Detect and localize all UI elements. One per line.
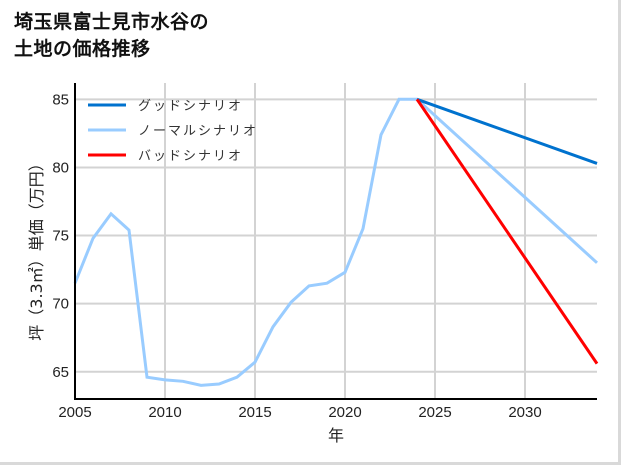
x-tick-label: 2015	[238, 404, 271, 421]
legend-label: ノーマルシナリオ	[138, 124, 258, 139]
y-tick-label: 80	[52, 159, 69, 176]
x-tick-labels: 2005 2010 2015 2020 2025 2030	[58, 404, 541, 421]
grid-lines	[74, 83, 597, 399]
series-line	[416, 97, 598, 165]
x-tick-label: 2020	[328, 404, 361, 421]
y-axis-label: 坪（3.3㎡）単価（万円）	[27, 155, 46, 340]
x-axis-label: 年	[328, 426, 344, 445]
chart-title: 埼玉県富士見市水谷の 土地の価格推移	[14, 9, 209, 63]
y-tick-label: 65	[52, 364, 69, 381]
legend-label: グッドシナリオ	[138, 99, 243, 114]
series-line	[415, 98, 599, 365]
x-tick-label: 2010	[148, 404, 181, 421]
y-tick-label: 75	[52, 228, 69, 245]
y-tick-label: 85	[52, 91, 69, 108]
y-tick-label: 70	[52, 296, 69, 313]
series-lines	[73, 97, 599, 387]
x-tick-label: 2005	[58, 404, 91, 421]
y-tick-labels: 85 80 75 70 65	[52, 91, 69, 380]
x-tick-label: 2030	[508, 404, 541, 421]
series-line	[73, 97, 599, 387]
chart-title-line2: 土地の価格推移	[14, 38, 151, 60]
x-tick-label: 2025	[418, 404, 451, 421]
chart-title-line1: 埼玉県富士見市水谷の	[14, 11, 210, 33]
legend-label: バッドシナリオ	[138, 149, 243, 164]
